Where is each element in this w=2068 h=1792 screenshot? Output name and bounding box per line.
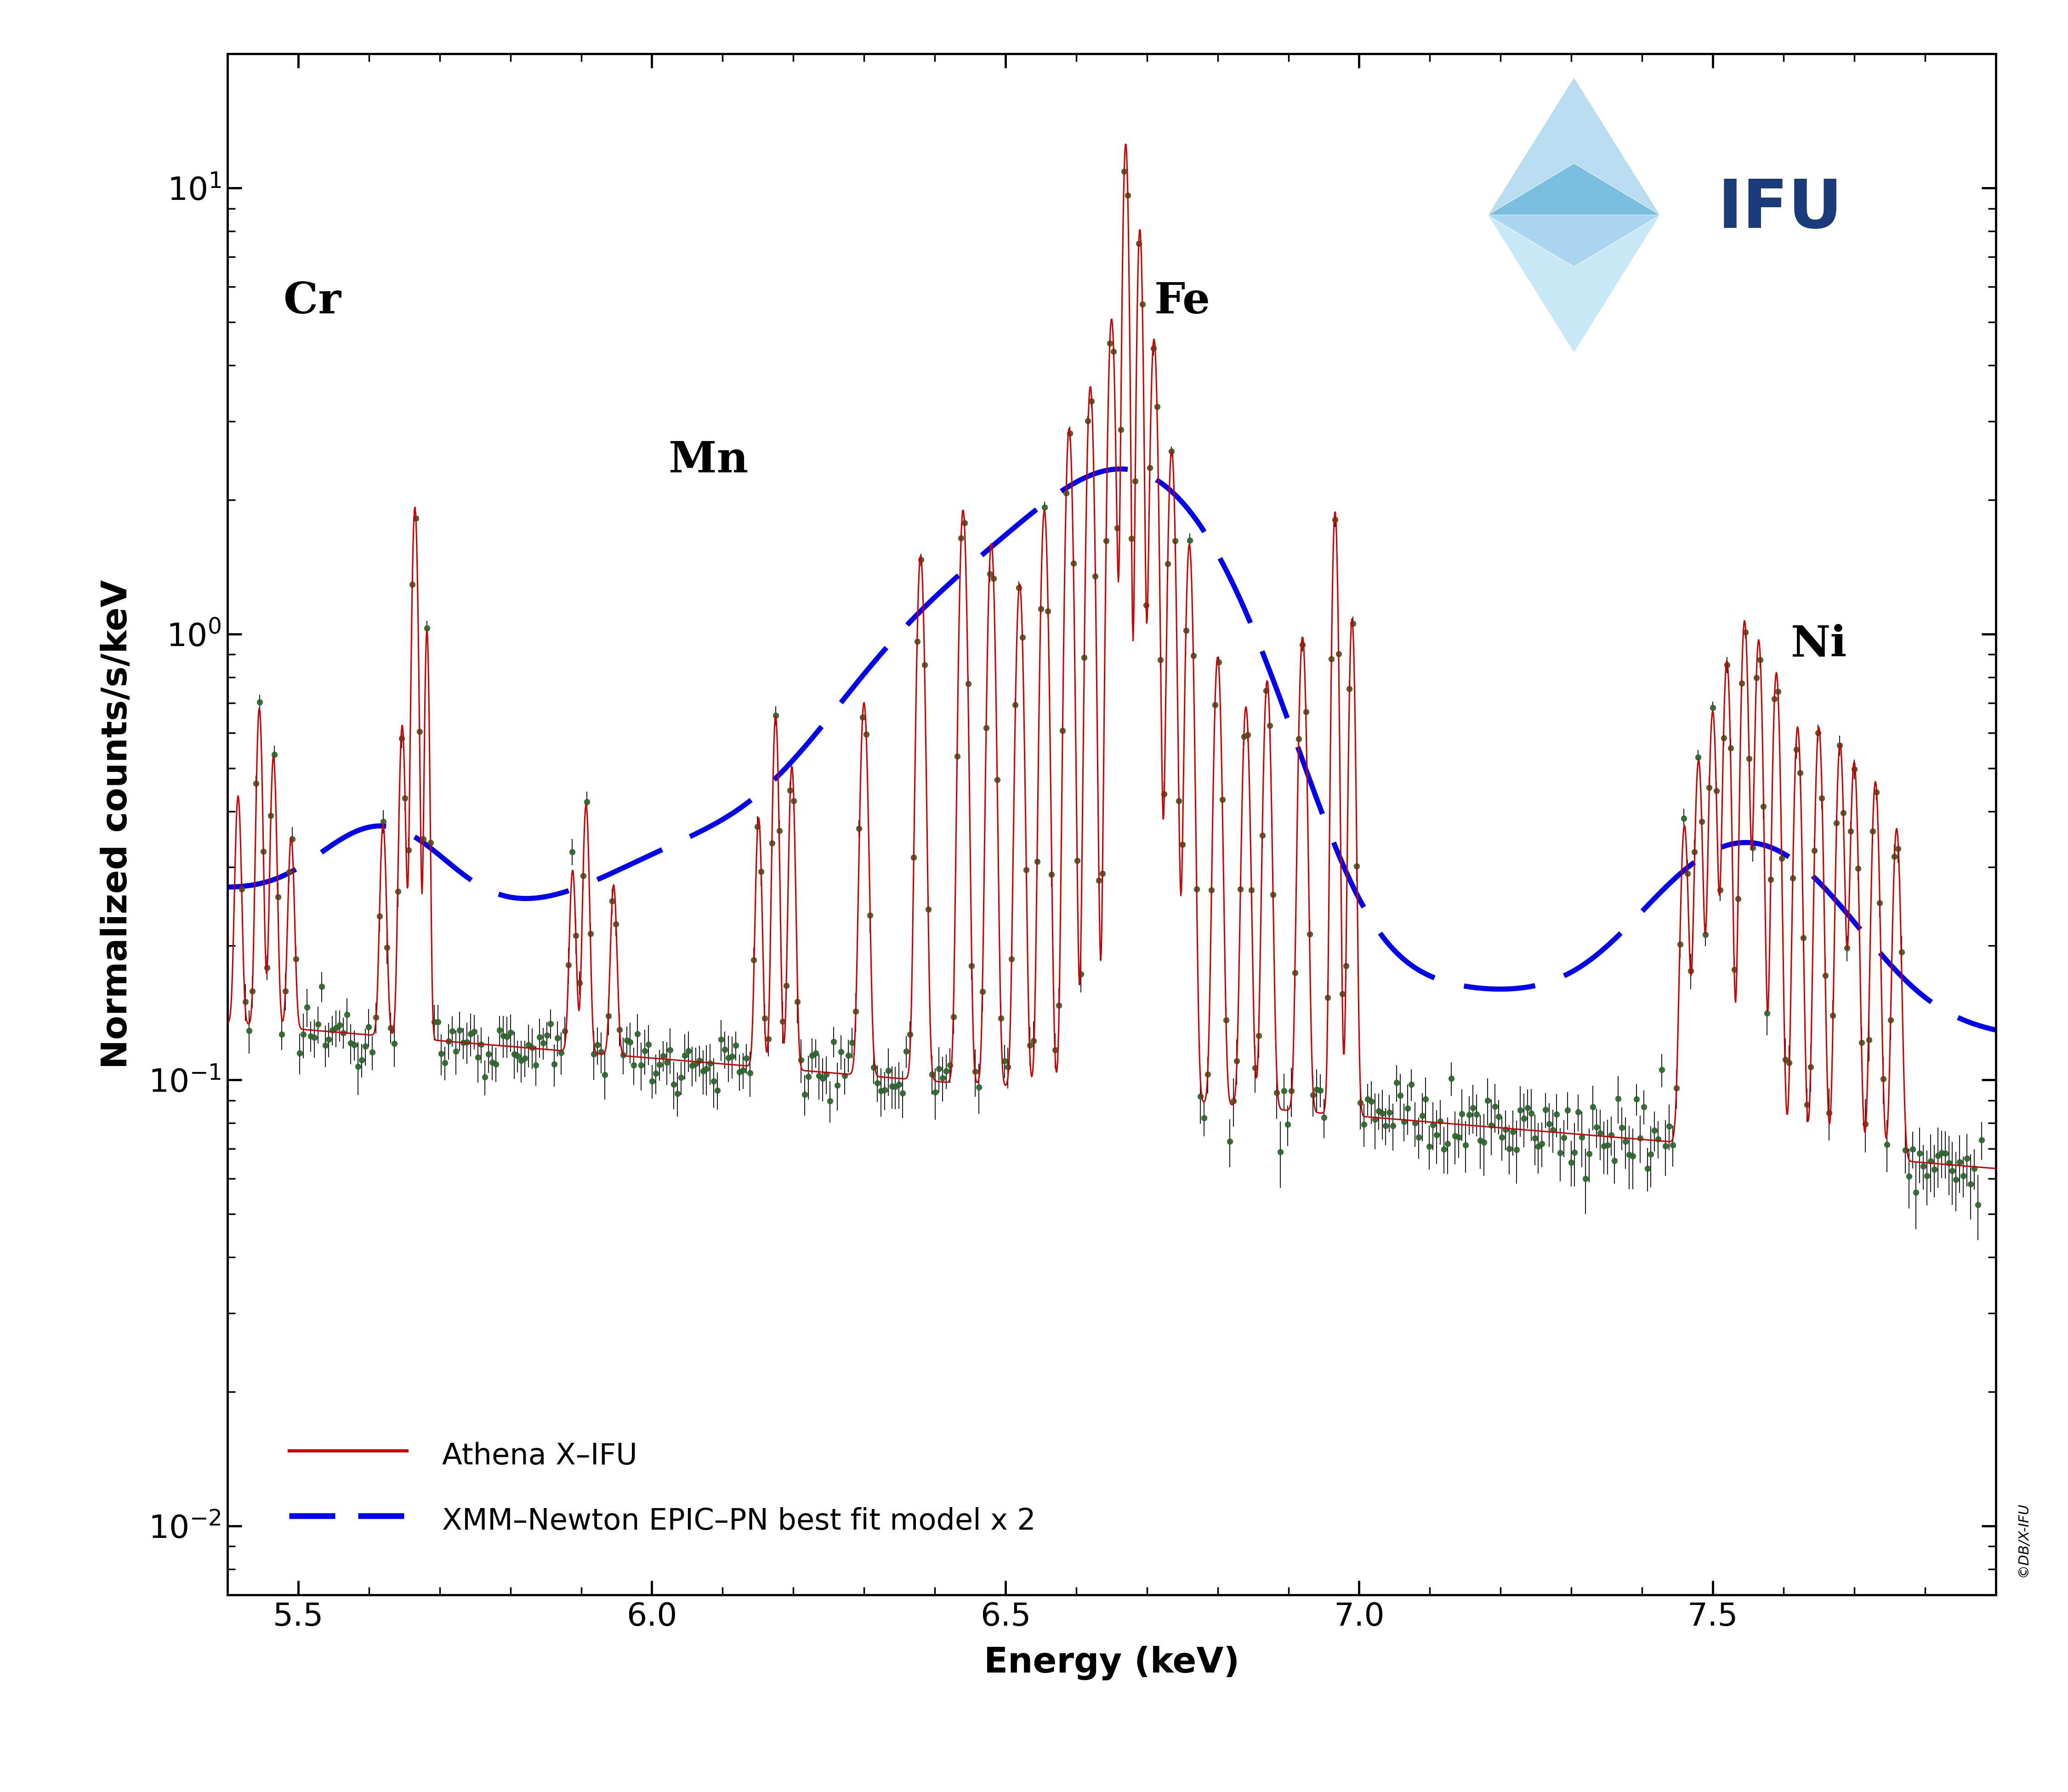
- Polygon shape: [1487, 163, 1661, 215]
- Text: Cr: Cr: [283, 281, 341, 323]
- Text: ©DB/X-IFU: ©DB/X-IFU: [2016, 1502, 2029, 1577]
- Polygon shape: [1487, 77, 1661, 215]
- Text: Fe: Fe: [1154, 281, 1210, 323]
- X-axis label: Energy (keV): Energy (keV): [984, 1647, 1239, 1681]
- Text: Mn: Mn: [668, 439, 749, 482]
- Legend: Athena X–IFU, XMM–Newton EPIC–PN best fit model x 2: Athena X–IFU, XMM–Newton EPIC–PN best fi…: [277, 1425, 1046, 1550]
- Y-axis label: Normalized counts/s/keV: Normalized counts/s/keV: [101, 581, 134, 1068]
- Polygon shape: [1487, 215, 1661, 267]
- Text: IFU: IFU: [1719, 177, 1843, 242]
- Polygon shape: [1487, 215, 1661, 353]
- Polygon shape: [1574, 163, 1661, 267]
- Polygon shape: [1487, 163, 1574, 267]
- Text: Ni: Ni: [1791, 624, 1847, 665]
